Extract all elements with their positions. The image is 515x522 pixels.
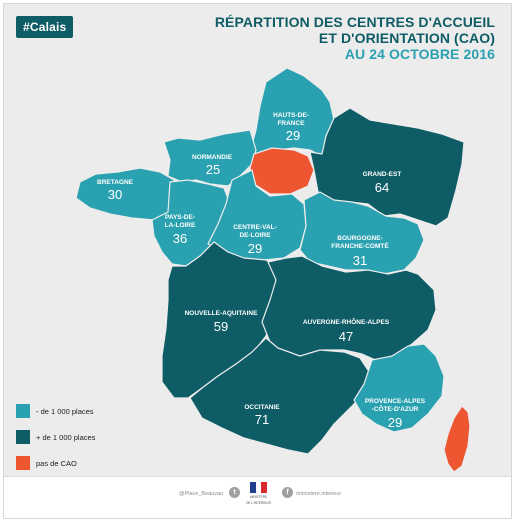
title-line-1: RÉPARTITION DES CENTRES D'ACCUEIL xyxy=(214,14,495,30)
legend-label-dark: + de 1 000 places xyxy=(36,432,96,442)
legend-swatch-dark xyxy=(16,430,30,444)
label-paca-value: 29 xyxy=(388,415,402,430)
label-grand-est-value: 64 xyxy=(375,180,389,195)
label-normandie-value: 25 xyxy=(206,162,220,177)
label-bourgogne-franche-comte-name-1: BOURGOGNE- xyxy=(337,235,383,242)
label-grand-est-name: GRAND-EST xyxy=(363,171,402,178)
region-paca[interactable] xyxy=(353,343,445,433)
ministry-logo: MINISTÈRE DE L'INTÉRIEUR xyxy=(245,482,272,505)
label-occitanie-name: OCCITANIE xyxy=(244,404,280,411)
label-hauts-de-france-value: 29 xyxy=(286,128,300,143)
twitter-handle[interactable]: @Place_Beauvau xyxy=(179,491,224,497)
region-bretagne[interactable] xyxy=(75,167,179,221)
logo-text-1: MINISTÈRE xyxy=(249,495,268,499)
title-line-2: ET D'ORIENTATION (CAO) xyxy=(318,30,495,46)
label-pays-de-la-loire-value: 36 xyxy=(173,231,187,246)
legend-label-none: pas de CAO xyxy=(36,458,77,468)
hashtag-badge: #Calais xyxy=(16,16,74,38)
facebook-icon[interactable]: f xyxy=(282,487,293,498)
facebook-handle[interactable]: /ministere.interieur xyxy=(296,491,342,497)
label-paca-name-1: PROVENCE-ALPES xyxy=(365,398,426,405)
label-centre-val-de-loire-name-2: DE-LOIRE xyxy=(239,232,271,239)
logo-text-2: DE L'INTÉRIEUR xyxy=(246,501,271,505)
label-hauts-de-france-name-1: HAUTS-DE- xyxy=(273,112,309,119)
label-auvergne-rhone-alpes-value: 47 xyxy=(339,329,353,344)
label-nouvelle-aquitaine-value: 59 xyxy=(214,319,228,334)
label-bretagne-name: BRETAGNE xyxy=(97,179,134,186)
legend-item-light: - de 1 000 places xyxy=(16,404,95,418)
label-paca-name-2: -CÔTE-D'AZUR xyxy=(372,404,419,413)
france-regions-map: HAUTS-DE- FRANCE 29 NORMANDIE 25 GRAND-E… xyxy=(75,67,471,473)
infographic-title: RÉPARTITION DES CENTRES D'ACCUEIL ET D'O… xyxy=(215,14,495,62)
region-centre-val-de-loire[interactable] xyxy=(207,169,307,261)
label-bourgogne-franche-comte-name-2: FRANCHE-COMTÉ xyxy=(331,241,389,250)
label-auvergne-rhone-alpes-name: AUVERGNE-RHÔNE-ALPES xyxy=(303,317,390,326)
label-normandie-name: NORMANDIE xyxy=(192,154,233,161)
label-centre-val-de-loire-value: 29 xyxy=(248,241,262,256)
infographic-frame: #Calais RÉPARTITION DES CENTRES D'ACCUEI… xyxy=(3,3,512,519)
label-centre-val-de-loire-name-1: CENTRE-VAL- xyxy=(233,224,277,231)
label-bretagne-value: 30 xyxy=(108,187,122,202)
label-pays-de-la-loire-name-2: LA-LOIRE xyxy=(165,222,196,229)
label-pays-de-la-loire-name-1: PAYS-DE- xyxy=(165,214,195,221)
region-grand-est[interactable] xyxy=(309,107,465,227)
footer-bar: @Place_Beauvau t MINISTÈRE DE L'INTÉRIEU… xyxy=(4,476,511,518)
legend-swatch-none xyxy=(16,456,30,470)
legend-swatch-light xyxy=(16,404,30,418)
twitter-icon[interactable]: t xyxy=(229,487,240,498)
map-legend: - de 1 000 places + de 1 000 places pas … xyxy=(16,404,95,482)
label-occitanie-value: 71 xyxy=(255,412,269,427)
title-date: AU 24 OCTOBRE 2016 xyxy=(344,46,495,62)
label-nouvelle-aquitaine-name: NOUVELLE-AQUITAINE xyxy=(185,310,258,317)
legend-label-light: - de 1 000 places xyxy=(36,406,94,416)
label-hauts-de-france-name-2: FRANCE xyxy=(277,120,305,127)
label-bourgogne-franche-comte-value: 31 xyxy=(353,253,367,268)
legend-item-dark: + de 1 000 places xyxy=(16,430,95,444)
region-corse[interactable] xyxy=(443,405,471,473)
legend-item-none: pas de CAO xyxy=(16,456,95,470)
region-ile-de-france[interactable] xyxy=(249,147,315,195)
french-flag-icon xyxy=(250,482,268,493)
